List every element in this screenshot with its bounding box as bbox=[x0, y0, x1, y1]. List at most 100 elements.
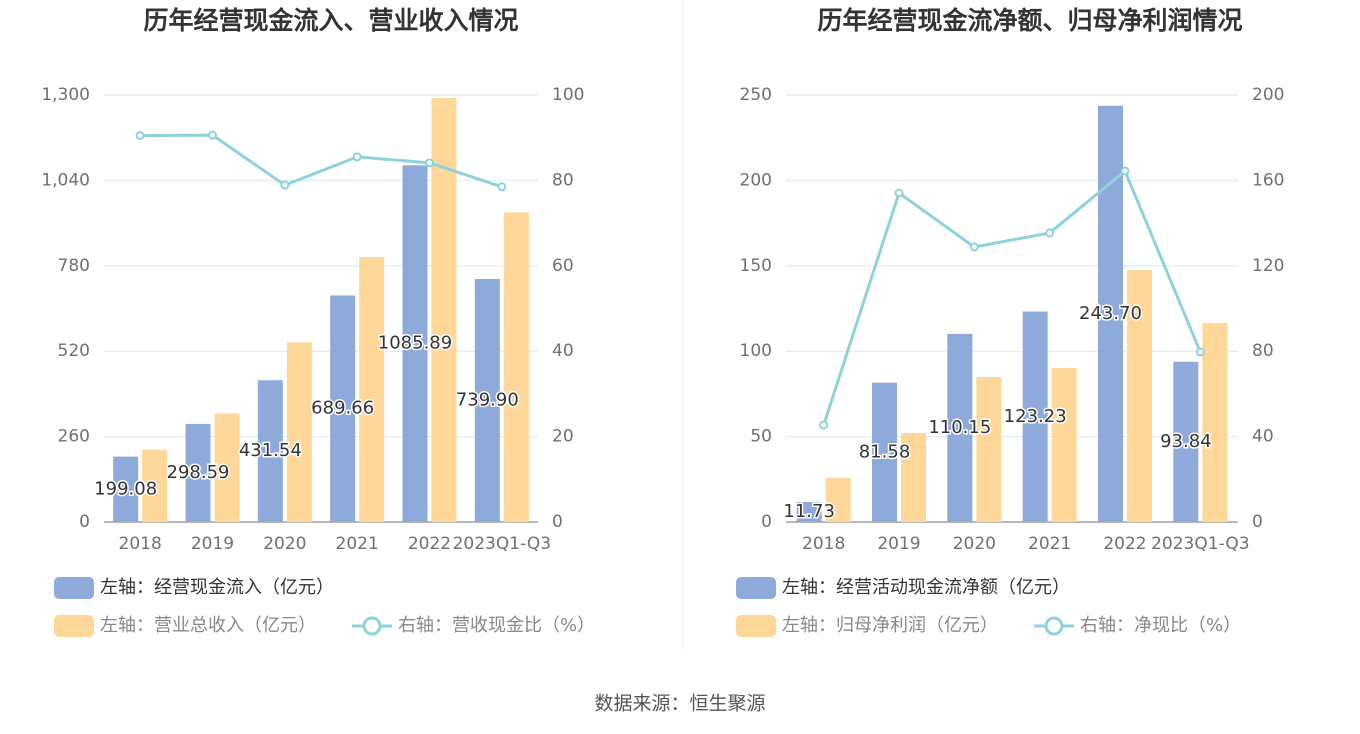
legend-swatch bbox=[736, 577, 776, 599]
bar bbox=[359, 257, 385, 522]
y2-tick-label: 20 bbox=[552, 427, 574, 447]
line-point bbox=[497, 182, 507, 192]
bar bbox=[431, 97, 457, 523]
y-tick-label: 780 bbox=[58, 256, 90, 276]
data-label: 298.59 bbox=[167, 462, 230, 483]
y2-tick-label: 80 bbox=[552, 170, 574, 190]
line-point bbox=[1195, 347, 1205, 357]
data-label: 11.73 bbox=[783, 501, 835, 522]
line-point bbox=[1120, 166, 1130, 176]
y-tick-label: 260 bbox=[58, 427, 90, 447]
y2-tick-label: 60 bbox=[552, 256, 574, 276]
line-point bbox=[425, 158, 434, 168]
bar bbox=[113, 456, 139, 522]
bar bbox=[185, 423, 211, 522]
y2-tick-label: 80 bbox=[1252, 341, 1274, 361]
data-label: 431.54 bbox=[239, 440, 302, 461]
bar bbox=[1173, 361, 1199, 522]
y-tick-label: 0 bbox=[761, 512, 772, 532]
legend-point bbox=[362, 616, 382, 636]
y-tick-label: 200 bbox=[740, 170, 772, 190]
line-point bbox=[1045, 228, 1055, 238]
bar bbox=[825, 477, 851, 522]
data-label: 1085.89 bbox=[378, 333, 452, 354]
y-tick-label: 50 bbox=[750, 427, 772, 447]
line bbox=[822, 168, 1202, 426]
line-point bbox=[135, 131, 145, 141]
y2-tick-label: 160 bbox=[1252, 170, 1284, 190]
bar bbox=[503, 212, 529, 522]
line-point bbox=[352, 152, 362, 162]
legend-point bbox=[1044, 616, 1064, 636]
bar bbox=[402, 165, 428, 522]
bar bbox=[330, 295, 356, 522]
data-label: 739.90 bbox=[456, 389, 519, 410]
legend-swatch bbox=[736, 615, 776, 637]
legend-swatch bbox=[54, 577, 94, 599]
bar bbox=[474, 278, 500, 522]
data-label: 689.66 bbox=[311, 398, 374, 419]
y2-tick-label: 120 bbox=[1252, 256, 1284, 276]
bar bbox=[257, 380, 283, 522]
y-tick-label: 250 bbox=[740, 85, 772, 105]
y2-tick-label: 100 bbox=[552, 85, 584, 105]
data-label: 81.58 bbox=[859, 441, 911, 462]
legend-label: 右轴：净现比（%） bbox=[1080, 615, 1241, 636]
y-tick-label: 100 bbox=[740, 341, 772, 361]
bar bbox=[1127, 270, 1152, 522]
y2-tick-label: 0 bbox=[1252, 512, 1263, 532]
line-point bbox=[208, 130, 217, 140]
y2-tick-label: 200 bbox=[1252, 85, 1284, 105]
y2-tick-label: 40 bbox=[552, 341, 574, 361]
legend-label: 右轴：营收现金比（%） bbox=[398, 615, 595, 636]
data-label: 243.70 bbox=[1079, 303, 1142, 324]
y-tick-label: 150 bbox=[740, 256, 772, 276]
bar bbox=[901, 433, 926, 522]
bar bbox=[1202, 323, 1228, 522]
y-tick-label: 520 bbox=[58, 341, 90, 361]
data-label: 123.23 bbox=[1004, 406, 1067, 427]
line bbox=[140, 133, 503, 189]
x-tick-label: 2022 bbox=[408, 534, 451, 554]
bar bbox=[214, 413, 240, 522]
data-label: 199.08 bbox=[94, 478, 157, 499]
legend-label: 左轴：营业总收入（亿元） bbox=[100, 615, 316, 636]
x-tick-label: 2023Q1-Q3 bbox=[453, 534, 551, 554]
bar bbox=[872, 382, 897, 522]
y-tick-label: 1,040 bbox=[41, 170, 90, 190]
bar bbox=[947, 333, 973, 522]
x-tick-label: 2021 bbox=[1028, 534, 1071, 554]
bar bbox=[796, 501, 822, 522]
legend-swatch bbox=[54, 615, 94, 637]
bar bbox=[286, 342, 312, 522]
x-tick-label: 2020 bbox=[263, 534, 306, 554]
bar bbox=[976, 376, 1002, 522]
x-tick-label: 2023Q1-Q3 bbox=[1151, 534, 1249, 554]
y2-tick-label: 40 bbox=[1252, 427, 1274, 447]
x-tick-label: 2019 bbox=[191, 534, 234, 554]
bar bbox=[1051, 367, 1077, 522]
line-point bbox=[819, 420, 829, 430]
y2-tick-label: 0 bbox=[552, 512, 563, 532]
legend-label: 左轴：归母净利润（亿元） bbox=[782, 615, 998, 636]
bar bbox=[142, 449, 168, 522]
chart-title: 历年经营现金流净额、归母净利润情况 bbox=[817, 6, 1242, 35]
x-tick-label: 2018 bbox=[119, 534, 162, 554]
y-tick-label: 0 bbox=[79, 512, 90, 532]
x-tick-label: 2021 bbox=[336, 534, 379, 554]
bar bbox=[1022, 311, 1048, 522]
source: 数据来源：恒生聚源 bbox=[594, 693, 765, 715]
line-point bbox=[969, 242, 979, 252]
x-tick-label: 2022 bbox=[1103, 534, 1146, 554]
line-point bbox=[894, 188, 904, 198]
x-tick-label: 2020 bbox=[953, 534, 996, 554]
data-label: 93.84 bbox=[1160, 431, 1212, 452]
line-point bbox=[280, 180, 290, 190]
x-tick-label: 2018 bbox=[802, 534, 845, 554]
chart-title: 历年经营现金流入、营业收入情况 bbox=[143, 6, 518, 35]
legend-label: 左轴：经营活动现金流净额（亿元） bbox=[782, 577, 1070, 598]
data-label: 110.15 bbox=[928, 417, 991, 438]
legend-label: 左轴：经营现金流入（亿元） bbox=[100, 577, 334, 598]
x-tick-label: 2019 bbox=[877, 534, 920, 554]
